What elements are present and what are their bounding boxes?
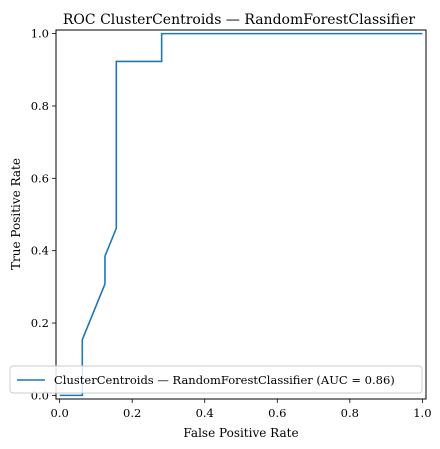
roc-curve-line-0 (60, 34, 423, 396)
y-axis-ticks: 0.00.20.40.60.81.0 (31, 27, 56, 403)
y-axis-label: True Positive Rate (9, 158, 23, 270)
y-tick-label: 0.6 (31, 171, 49, 185)
y-tick-label: 0.8 (31, 99, 49, 113)
plot-area: 0.0 0.2 0.4 0.6 0.8 1.0 0.0 0.2 0.4 0.6 0.8 1.0 (31, 27, 432, 420)
x-tick-label: 0.2 (123, 406, 141, 420)
x-tick-label: 0.4 (196, 406, 214, 420)
x-axis-label: False Positive Rate (183, 426, 298, 440)
plot-frame (56, 30, 426, 399)
legend: ClusterCentroids — RandomForestClassifie… (10, 366, 422, 393)
x-tick-label: 0.6 (268, 406, 286, 420)
x-tick-label: 1.0 (413, 406, 431, 420)
chart-title: ROC ClusterCentroids — RandomForestClass… (63, 12, 416, 28)
series-layer (60, 34, 423, 396)
y-tick-label: 0.2 (31, 316, 49, 330)
legend-entry: ClusterCentroids — RandomForestClassifie… (54, 373, 395, 387)
x-tick-label: 0.0 (50, 406, 68, 420)
y-tick-label: 1.0 (31, 27, 49, 41)
y-tick-label: 0.4 (31, 244, 49, 258)
x-axis-ticks: 0.0 0.2 0.4 0.6 0.8 1.0 (50, 399, 431, 420)
x-tick-label: 0.8 (341, 406, 359, 420)
